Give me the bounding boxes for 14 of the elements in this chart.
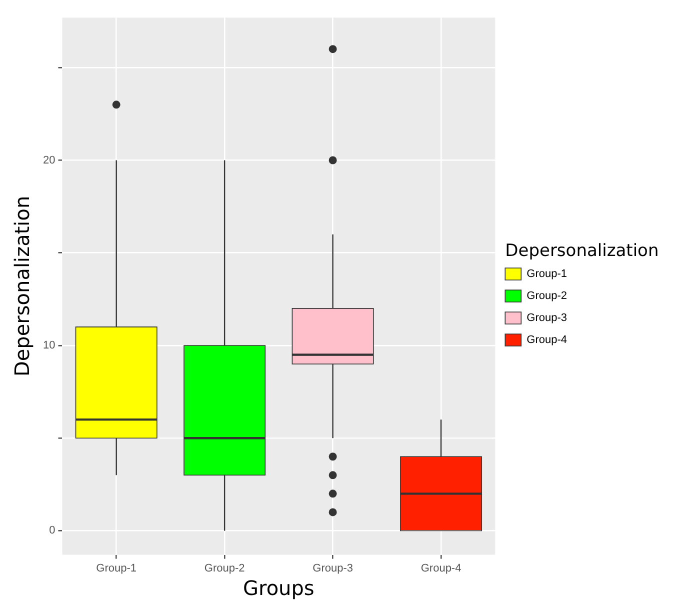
y-axis-title: Depersonalization	[10, 196, 34, 377]
y-tick-label: 10	[42, 340, 56, 352]
legend-label: Group-1	[526, 268, 568, 280]
legend-label: Group-4	[526, 334, 568, 346]
x-tick-label: Group-1	[96, 562, 137, 574]
x-tick-label: Group-3	[312, 562, 353, 574]
y-tick-label: 0	[49, 524, 56, 537]
legend-title: Depersonalization	[505, 240, 659, 261]
legend-label: Group-2	[526, 290, 568, 302]
x-axis-title: Groups	[243, 576, 314, 600]
x-tick-label: Group-4	[420, 562, 462, 574]
y-tick-label: 20	[42, 154, 56, 166]
x-tick-label: Group-2	[204, 562, 245, 574]
legend-label: Group-3	[526, 312, 568, 324]
